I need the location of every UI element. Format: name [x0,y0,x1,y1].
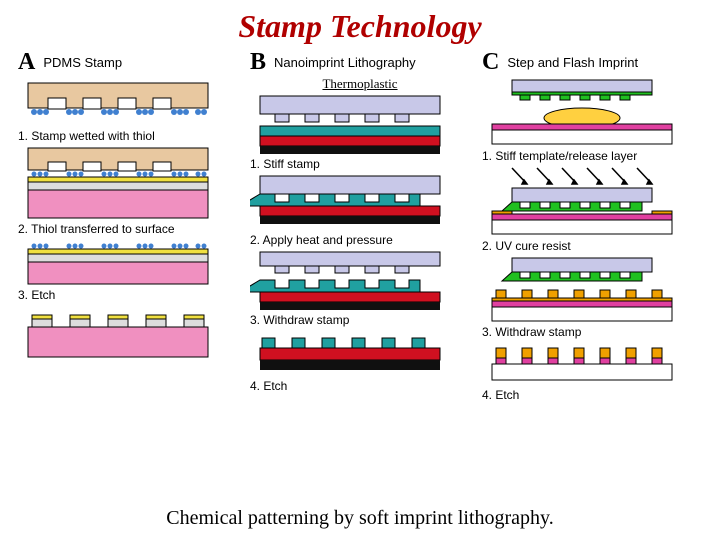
c-label-4: 4. Etch [482,388,702,402]
col-a-title: PDMS Stamp [43,55,122,70]
b-label-4: 4. Etch [250,379,470,393]
c-label-2: 2. UV cure resist [482,239,702,253]
col-c-header: C Step and Flash Imprint [482,49,702,76]
a-label-1: 1. Stamp wetted with thiol [18,129,238,143]
col-a-header: A PDMS Stamp [18,49,238,76]
c-label-1: 1. Stiff template/release layer [482,149,702,163]
col-b-subtitle: Thermoplastic [250,76,470,92]
col-b-title: Nanoimprint Lithography [274,55,416,70]
col-c-title: Step and Flash Imprint [507,55,638,70]
column-a: A PDMS Stamp 1. Stamp wetted with thiol [18,49,238,405]
page-footer: Chemical patterning by soft imprint lith… [0,507,720,530]
b-label-2: 2. Apply heat and pressure [250,233,470,247]
c-fig-4 [482,342,682,387]
b-step-2: 2. Apply heat and pressure [250,174,470,247]
c-fig-2 [482,166,682,238]
col-b-header: B Nanoimprint Lithography [250,49,470,76]
b-label-3: 3. Withdraw stamp [250,313,470,327]
b-label-1: 1. Stiff stamp [250,157,470,171]
col-a-letter: A [18,49,35,76]
b-fig-3 [250,250,450,312]
a-fig-3 [18,239,218,287]
c-fig-3 [482,256,682,324]
b-step-1: 1. Stiff stamp [250,94,470,171]
column-b: B Nanoimprint Lithography Thermoplastic … [250,49,470,405]
a-label-3: 3. Etch [18,288,238,302]
a-step-4 [18,305,238,360]
a-step-1: 1. Stamp wetted with thiol [18,78,238,143]
c-label-3: 3. Withdraw stamp [482,325,702,339]
c-step-2: 2. UV cure resist [482,166,702,253]
col-b-letter: B [250,49,266,76]
a-fig-4 [18,305,218,360]
b-step-3: 3. Withdraw stamp [250,250,470,327]
b-fig-1 [250,94,450,156]
b-fig-2 [250,174,450,232]
a-step-2: 2. Thiol transferred to surface [18,146,238,236]
c-fig-1 [482,78,682,148]
col-c-letter: C [482,49,499,76]
b-step-4: 4. Etch [250,330,470,393]
c-step-1: 1. Stiff template/release layer [482,78,702,163]
b-fig-4 [250,330,450,378]
a-label-2: 2. Thiol transferred to surface [18,222,238,236]
a-step-3: 3. Etch [18,239,238,302]
column-c: C Step and Flash Imprint 1. Stiff templa… [482,49,702,405]
c-step-3: 3. Withdraw stamp [482,256,702,339]
a-fig-2 [18,146,218,221]
diagram-grid: A PDMS Stamp 1. Stamp wetted with thiol [0,45,720,405]
page-title: Stamp Technology [0,8,720,45]
c-step-4: 4. Etch [482,342,702,402]
a-fig-1 [18,78,218,128]
